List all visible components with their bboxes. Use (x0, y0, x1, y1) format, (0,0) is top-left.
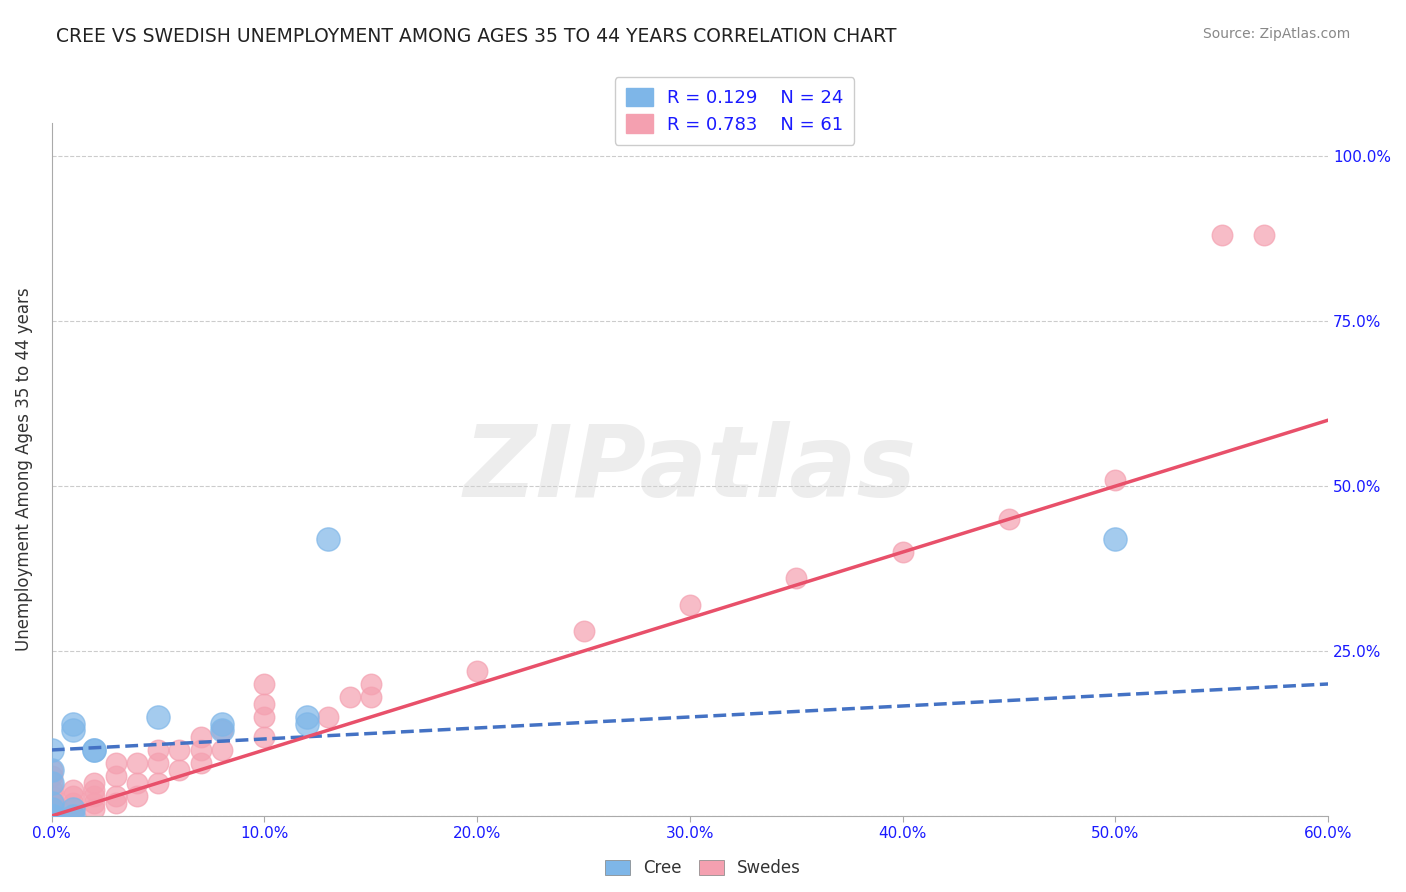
Point (41, 809, 63, 823)
Point (41, 809, 63, 823)
Point (169, 763, 191, 777)
Point (41, 776, 63, 790)
Point (169, 743, 191, 757)
Point (1104, 473, 1126, 487)
Point (891, 545, 914, 559)
Point (146, 710, 169, 724)
Point (785, 571, 807, 585)
Point (41, 809, 63, 823)
Point (41, 776, 63, 790)
Point (125, 789, 148, 804)
Point (125, 756, 148, 771)
Point (295, 710, 318, 724)
Point (41, 809, 63, 823)
Point (339, 690, 361, 705)
Point (41, 809, 63, 823)
Point (295, 716, 318, 731)
Point (41, 769, 63, 783)
Point (360, 677, 382, 691)
Text: ZIPatlas: ZIPatlas (464, 421, 917, 518)
Point (146, 743, 169, 757)
Legend: Cree, Swedes: Cree, Swedes (599, 853, 807, 884)
Point (62, 723, 84, 738)
Point (41, 782, 63, 797)
Point (83, 743, 105, 757)
Point (316, 532, 339, 546)
Point (83, 796, 105, 810)
Point (41, 789, 63, 804)
Point (41, 809, 63, 823)
Point (62, 802, 84, 816)
Point (62, 802, 84, 816)
Point (211, 723, 233, 738)
Point (146, 756, 169, 771)
Point (41, 809, 63, 823)
Point (41, 796, 63, 810)
Point (465, 664, 488, 678)
Point (253, 730, 276, 744)
Point (125, 776, 148, 790)
Point (62, 809, 84, 823)
Point (190, 756, 212, 771)
Point (253, 697, 276, 711)
Point (83, 776, 105, 790)
Point (146, 776, 169, 790)
Point (41, 809, 63, 823)
Point (41, 809, 63, 823)
Point (41, 809, 63, 823)
Point (41, 796, 63, 810)
Point (1253, 228, 1275, 243)
Text: CREE VS SWEDISH UNEMPLOYMENT AMONG AGES 35 TO 44 YEARS CORRELATION CHART: CREE VS SWEDISH UNEMPLOYMENT AMONG AGES … (56, 27, 897, 45)
Point (83, 743, 105, 757)
Point (41, 796, 63, 810)
Legend: R = 0.129    N = 24, R = 0.783    N = 61: R = 0.129 N = 24, R = 0.783 N = 61 (614, 77, 855, 145)
Point (190, 730, 212, 744)
Y-axis label: Unemployment Among Ages 35 to 44 years: Unemployment Among Ages 35 to 44 years (15, 288, 32, 651)
Text: Source: ZipAtlas.com: Source: ZipAtlas.com (1202, 27, 1350, 41)
Point (253, 677, 276, 691)
Point (41, 763, 63, 777)
Point (41, 809, 63, 823)
Point (211, 743, 233, 757)
Point (104, 789, 127, 804)
Point (62, 809, 84, 823)
Point (41, 743, 63, 757)
Point (572, 624, 595, 639)
Point (83, 789, 105, 804)
Point (41, 802, 63, 816)
Point (62, 782, 84, 797)
Point (83, 802, 105, 816)
Point (41, 809, 63, 823)
Point (41, 809, 63, 823)
Point (41, 802, 63, 816)
Point (316, 710, 339, 724)
Point (998, 512, 1021, 526)
Point (62, 796, 84, 810)
Point (41, 809, 63, 823)
Point (104, 769, 127, 783)
Point (1211, 228, 1233, 243)
Point (62, 789, 84, 804)
Point (1104, 532, 1126, 546)
Point (104, 796, 127, 810)
Point (62, 716, 84, 731)
Point (211, 723, 233, 738)
Point (360, 690, 382, 705)
Point (679, 598, 702, 612)
Point (211, 716, 233, 731)
Point (104, 756, 127, 771)
Point (83, 782, 105, 797)
Point (41, 763, 63, 777)
Point (41, 802, 63, 816)
Point (190, 743, 212, 757)
Point (253, 710, 276, 724)
